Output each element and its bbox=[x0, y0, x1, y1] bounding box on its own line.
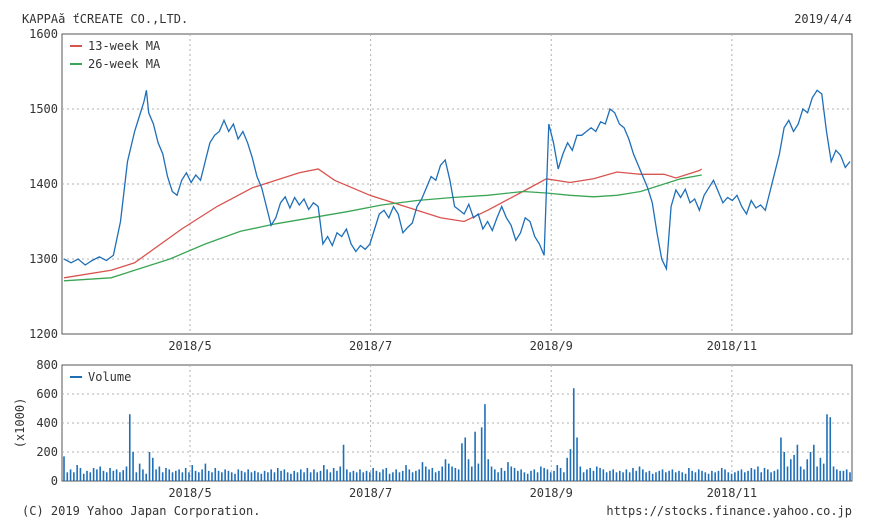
price-y-tick-label: 1400 bbox=[29, 177, 58, 191]
price-y-tick-label: 1500 bbox=[29, 102, 58, 116]
volume-y-tick-label: 200 bbox=[36, 445, 58, 459]
source-url: https://stocks.finance.yahoo.co.jp bbox=[606, 504, 852, 518]
legend-label: 26-week MA bbox=[88, 57, 161, 71]
price-y-tick-label: 1300 bbox=[29, 252, 58, 266]
price-y-tick-label: 1600 bbox=[29, 27, 58, 41]
volume-y-tick-label: 0 bbox=[51, 474, 58, 488]
volume-x-tick-label: 2018/5 bbox=[168, 486, 211, 500]
ma13-line bbox=[63, 168, 703, 279]
volume-x-tick-label: 2018/9 bbox=[530, 486, 573, 500]
volume-axis-label: (x1000) bbox=[13, 398, 27, 449]
chart-date: 2019/4/4 bbox=[794, 12, 852, 26]
volume-y-tick-label: 600 bbox=[36, 387, 58, 401]
volume-y-tick-label: 800 bbox=[36, 358, 58, 372]
price-y-tick-label: 1200 bbox=[29, 327, 58, 341]
price-x-tick-label: 2018/5 bbox=[168, 339, 211, 353]
price-line bbox=[63, 89, 851, 272]
volume-x-tick-label: 2018/11 bbox=[707, 486, 758, 500]
price-x-tick-label: 2018/7 bbox=[349, 339, 392, 353]
copyright-text: (C) 2019 Yahoo Japan Corporation. bbox=[22, 504, 260, 518]
volume-x-tick-label: 2018/7 bbox=[349, 486, 392, 500]
price-x-tick-label: 2018/9 bbox=[530, 339, 573, 353]
legend-label: Volume bbox=[88, 370, 131, 384]
legend-label: 13-week MA bbox=[88, 39, 161, 53]
volume-panel: 02004006008002018/52018/72018/92018/1120… bbox=[13, 358, 853, 500]
volume-y-tick-label: 400 bbox=[36, 416, 58, 430]
ma26-line bbox=[63, 174, 702, 282]
company-name: KAPPAă ťCREATE CO.,LTD. bbox=[22, 12, 188, 26]
price-x-tick-label: 2018/11 bbox=[707, 339, 758, 353]
price-panel: 1200 1300 1400 1500 1600 2018/5 2018/7 2018/9 20… bbox=[29, 27, 853, 353]
